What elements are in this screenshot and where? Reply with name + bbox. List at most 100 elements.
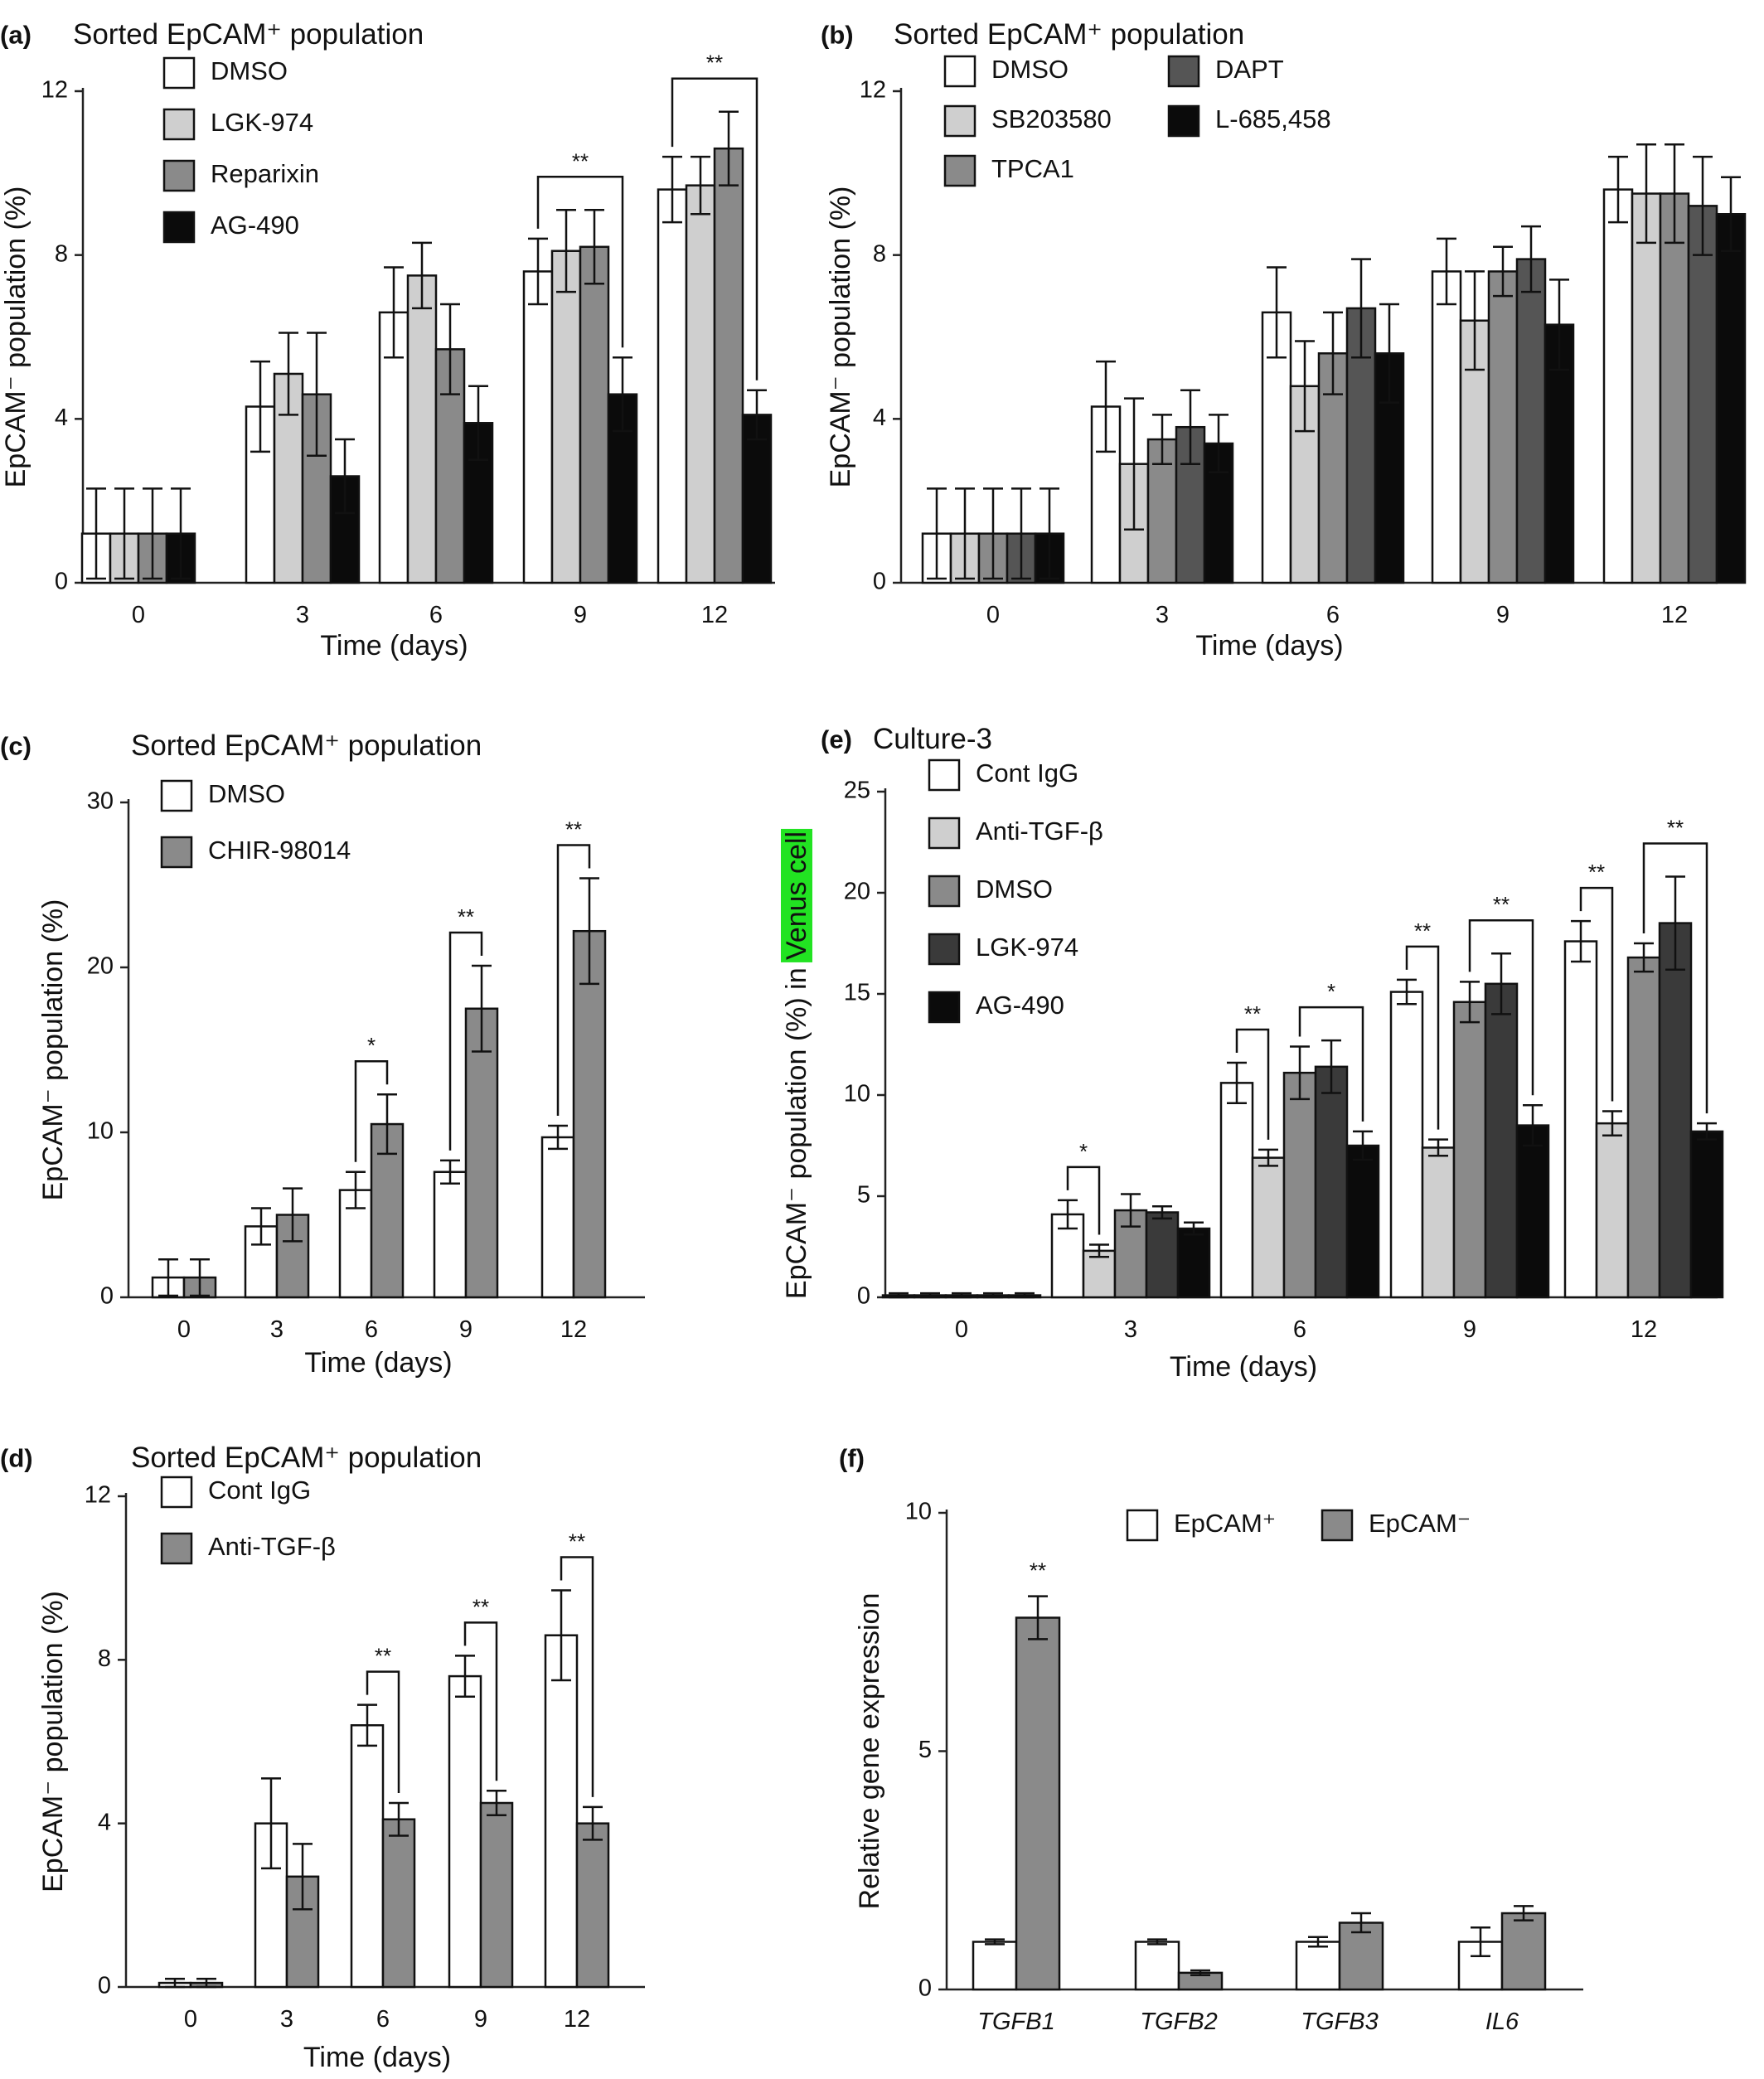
y-axis-label: EpCAM⁻ population (%) [825, 187, 856, 488]
x-tick-label: 6 [429, 602, 443, 628]
legend-swatch [943, 55, 976, 88]
bar-e-2-4 [1626, 956, 1661, 1299]
x-tick-label: 3 [270, 1316, 284, 1343]
y-tick-label: 5 [857, 1182, 870, 1209]
x-tick-label: 12 [1661, 602, 1688, 628]
bar-a-2-3 [579, 245, 610, 584]
y-tick-label: 20 [87, 953, 114, 980]
legend-swatch [160, 1476, 193, 1509]
significance-label: ** [1493, 892, 1510, 917]
x-tick-label: 6 [1293, 1316, 1306, 1343]
significance-label: ** [458, 904, 474, 929]
legend-swatch [160, 1532, 193, 1565]
significance-bracket [448, 931, 483, 1151]
legend-swatch [928, 875, 961, 908]
y-tick-label: 0 [98, 1973, 111, 1999]
significance-label: * [1327, 979, 1335, 1004]
bar-d-0-4 [544, 1634, 579, 1989]
x-tick-label: 9 [574, 602, 587, 628]
legend-label: Anti-TGF-β [976, 817, 1103, 846]
bar-c-1-3 [464, 1007, 499, 1299]
x-tick-label: 3 [280, 2006, 293, 2033]
y-axis-label-highlight: Venus cell [781, 831, 812, 960]
y-tick-label: 4 [873, 405, 886, 431]
bar-b-0-3 [1431, 270, 1462, 584]
significance-bracket [1468, 918, 1534, 1096]
bar-e-4-2 [1345, 1144, 1380, 1299]
bar-c-0-4 [540, 1136, 575, 1299]
bar-c-0-3 [433, 1170, 468, 1299]
y-axis-label: EpCAM⁻ population (%) [37, 899, 69, 1201]
significance-bracket [354, 1059, 389, 1162]
legend-swatch [1167, 104, 1200, 138]
legend-swatch [160, 779, 193, 812]
x-tick-label: 3 [1124, 1316, 1137, 1343]
bar-f-1-2 [1338, 1922, 1384, 1991]
significance-bracket [671, 77, 758, 380]
significance-bracket [536, 176, 624, 348]
bar-a-2-4 [713, 147, 744, 584]
bar-a-1-3 [550, 250, 582, 584]
panel-label: (b) [821, 20, 854, 49]
bar-e-4-4 [1689, 1130, 1724, 1299]
legend-label: Reparixin [211, 159, 319, 188]
significance-bracket [366, 1670, 400, 1793]
legend-label: DMSO [991, 55, 1069, 84]
chart-title: Sorted EpCAM⁺ population [73, 18, 424, 51]
x-axis-label: Time (days) [304, 1347, 452, 1379]
chart-panel-f: (f) 0 5 10 Relative gene expression TGFB1 TGFB… [839, 1443, 1583, 2035]
bar-f-1-3 [1500, 1912, 1547, 1991]
bar-b-2-4 [1659, 192, 1690, 584]
bar-e-3-4 [1658, 922, 1693, 1299]
bar-b-2-3 [1487, 270, 1519, 584]
bar-e-0-2 [1219, 1082, 1254, 1299]
chart-panel-e: (e) Culture-3 0 5 10 15 20 25 EpCAM⁻ population … [781, 723, 1724, 1383]
y-tick-label: 12 [860, 77, 886, 104]
bar-e-1-2 [1251, 1156, 1286, 1299]
bar-b-0-4 [1602, 188, 1634, 584]
chart-panel-b: (b) Sorted EpCAM⁺ population 0 4 8 12 EpCAM⁻ p… [821, 18, 1747, 662]
x-axis-label: Time (days) [320, 630, 468, 662]
legend-swatch [943, 154, 976, 187]
y-tick-label: 10 [87, 1118, 114, 1145]
x-tick-label: 9 [1463, 1316, 1476, 1343]
x-tick-label: TGFB1 [977, 2009, 1054, 2035]
x-tick-label: TGFB3 [1301, 2009, 1378, 2035]
y-tick-label: 8 [873, 240, 886, 267]
legend-label: Cont IgG [976, 758, 1078, 788]
legend-swatch [162, 159, 196, 192]
legend-label: AG-490 [211, 211, 299, 240]
bar-a-1-2 [406, 274, 438, 584]
y-tick-label: 8 [55, 240, 68, 267]
legend-label: Anti-TGF-β [208, 1532, 336, 1561]
legend-label: EpCAM⁻ [1369, 1509, 1471, 1538]
x-tick-label: 12 [701, 602, 728, 628]
x-tick-label: 6 [365, 1316, 378, 1343]
legend-swatch [928, 991, 961, 1024]
x-tick-label: 9 [1496, 602, 1510, 628]
bar-e-1-1 [1082, 1249, 1117, 1299]
x-tick-label: 0 [955, 1316, 968, 1343]
x-axis-label: Time (days) [1170, 1351, 1317, 1383]
y-tick-label: 4 [98, 1809, 111, 1835]
legend-label: LGK-974 [211, 108, 313, 137]
y-tick-label: 12 [85, 1482, 111, 1509]
significance-label: ** [375, 1644, 391, 1669]
panel-label: (e) [821, 724, 852, 754]
y-tick-label: 5 [918, 1737, 932, 1763]
panel-label: (c) [0, 731, 32, 760]
y-tick-label: 20 [844, 879, 870, 905]
x-tick-label: 0 [184, 2006, 197, 2033]
legend-swatch [162, 56, 196, 90]
x-tick-label: IL6 [1485, 2009, 1519, 2035]
significance-label: ** [706, 51, 723, 75]
legend-label: DMSO [208, 779, 285, 808]
x-axis-label: Time (days) [1195, 630, 1343, 662]
significance-bracket [1579, 886, 1614, 1102]
bar-e-2-3 [1452, 1001, 1487, 1299]
bar-e-1-4 [1595, 1122, 1630, 1299]
legend-swatch [162, 211, 196, 244]
panel-label: (f) [839, 1443, 865, 1472]
bar-e-3-3 [1484, 982, 1519, 1299]
legend-label: TPCA1 [991, 154, 1074, 183]
